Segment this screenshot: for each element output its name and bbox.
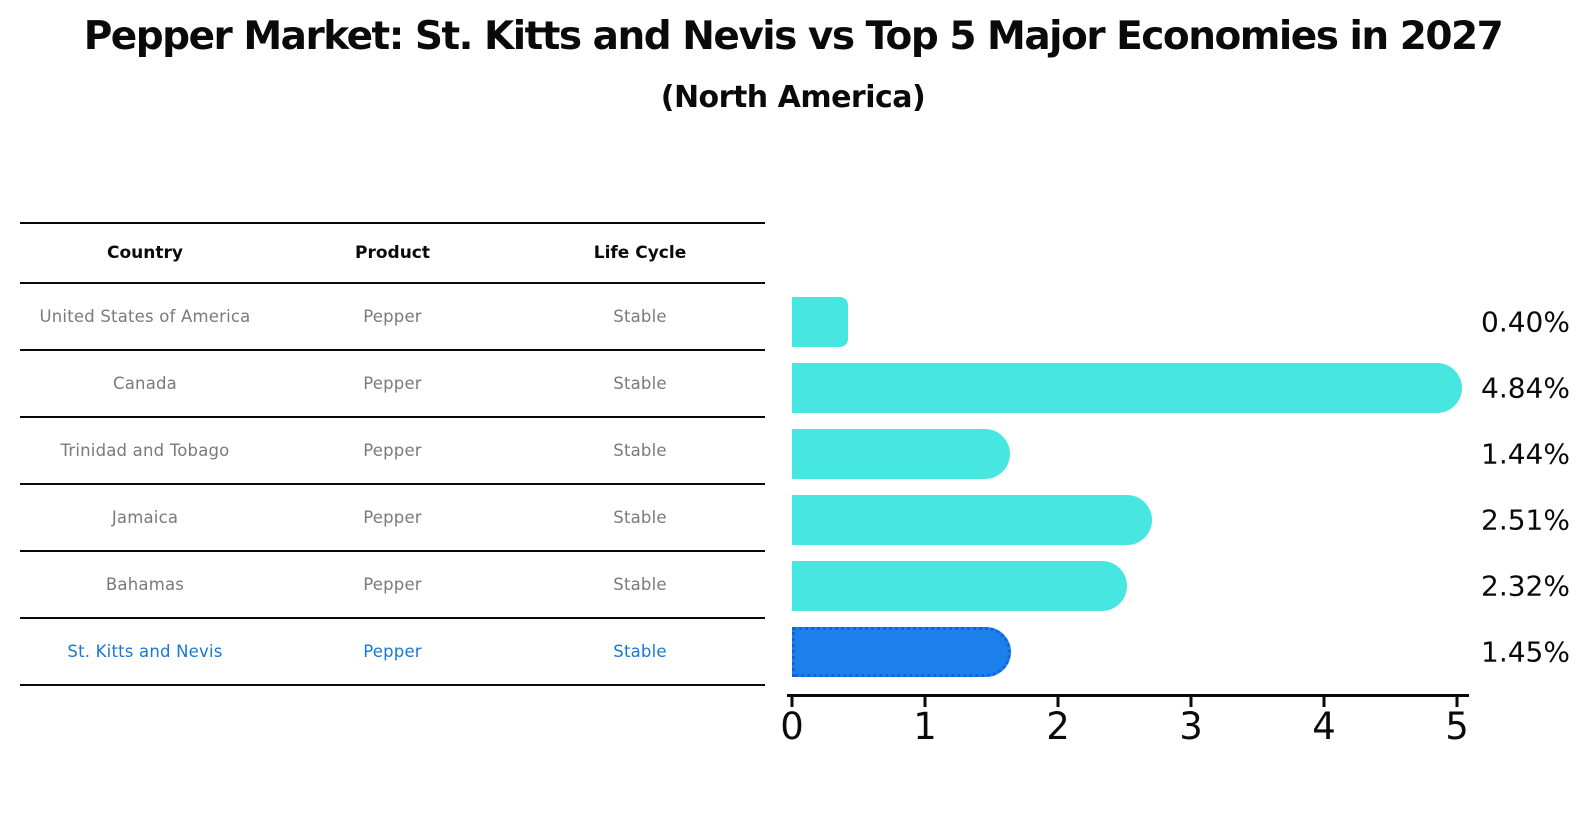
bar-jamaica bbox=[792, 495, 1152, 545]
value-label-trinidad-and-tobago: 1.44% bbox=[1481, 437, 1570, 471]
cell-country: United States of America bbox=[39, 307, 251, 326]
value-label-st-kitts-and-nevis: 1.45% bbox=[1481, 635, 1570, 669]
table-header-row: Country Product Life Cycle bbox=[20, 222, 765, 284]
value-label-jamaica: 2.51% bbox=[1481, 503, 1570, 537]
bar-st-kitts-and-nevis bbox=[792, 627, 1011, 677]
x-tick-4 bbox=[1322, 697, 1326, 707]
table-row-jamaica: Jamaica Pepper Stable bbox=[20, 485, 765, 552]
cell-life-cycle: Stable bbox=[613, 374, 667, 393]
cell-product: Pepper bbox=[363, 307, 422, 326]
cell-product: Pepper bbox=[363, 575, 422, 594]
column-header-country: Country bbox=[107, 243, 183, 263]
value-label-canada: 4.84% bbox=[1481, 371, 1570, 405]
table-row-canada: Canada Pepper Stable bbox=[20, 351, 765, 418]
x-tick-2 bbox=[1056, 697, 1060, 707]
bar-canada bbox=[792, 363, 1462, 413]
table-row-bahamas: Bahamas Pepper Stable bbox=[20, 552, 765, 619]
table-row-trinidad-and-tobago: Trinidad and Tobago Pepper Stable bbox=[20, 418, 765, 485]
x-tick-5 bbox=[1455, 697, 1459, 707]
table-row-united-states-of-america: United States of America Pepper Stable bbox=[20, 284, 765, 351]
cell-product: Pepper bbox=[363, 508, 422, 527]
page-subtitle: (North America) bbox=[660, 80, 926, 115]
column-header-product: Product bbox=[355, 243, 430, 263]
x-tick-label-4: 4 bbox=[1312, 705, 1336, 748]
x-tick-label-3: 3 bbox=[1179, 705, 1203, 748]
page-title: Pepper Market: St. Kitts and Nevis vs To… bbox=[83, 14, 1504, 59]
x-tick-label-5: 5 bbox=[1445, 705, 1469, 748]
cell-life-cycle: Stable bbox=[613, 307, 667, 326]
cell-country: Canada bbox=[113, 374, 177, 393]
cell-country: Trinidad and Tobago bbox=[60, 441, 230, 460]
x-tick-1 bbox=[923, 697, 927, 707]
cell-product: Pepper bbox=[363, 642, 422, 661]
x-axis-line bbox=[787, 694, 1469, 697]
bar-trinidad-and-tobago bbox=[792, 429, 1010, 479]
bar-united-states-of-america bbox=[792, 297, 849, 347]
bar-bahamas bbox=[792, 561, 1127, 611]
cell-life-cycle: Stable bbox=[613, 575, 667, 594]
value-label-bahamas: 2.32% bbox=[1481, 569, 1570, 603]
table-body: United States of America Pepper Stable Cana… bbox=[20, 284, 765, 686]
cell-life-cycle: Stable bbox=[613, 441, 667, 460]
column-header-life-cycle: Life Cycle bbox=[593, 243, 687, 263]
cell-country: Bahamas bbox=[105, 575, 185, 594]
x-tick-label-0: 0 bbox=[780, 705, 804, 748]
data-table: Country Product Life Cycle United States… bbox=[20, 222, 765, 686]
x-tick-3 bbox=[1189, 697, 1193, 707]
cell-product: Pepper bbox=[363, 374, 422, 393]
cell-life-cycle: Stable bbox=[613, 508, 667, 527]
cell-country: Jamaica bbox=[111, 508, 179, 527]
value-label-united-states-of-america: 0.40% bbox=[1481, 305, 1570, 339]
x-tick-0 bbox=[790, 697, 794, 707]
table-row-st-kitts-and-nevis: St. Kitts and Nevis Pepper Stable bbox=[20, 619, 765, 686]
x-tick-label-1: 1 bbox=[913, 705, 937, 748]
cell-country: St. Kitts and Nevis bbox=[67, 642, 223, 661]
cell-life-cycle: Stable bbox=[613, 642, 667, 661]
x-tick-label-2: 2 bbox=[1046, 705, 1070, 748]
cell-product: Pepper bbox=[363, 441, 422, 460]
